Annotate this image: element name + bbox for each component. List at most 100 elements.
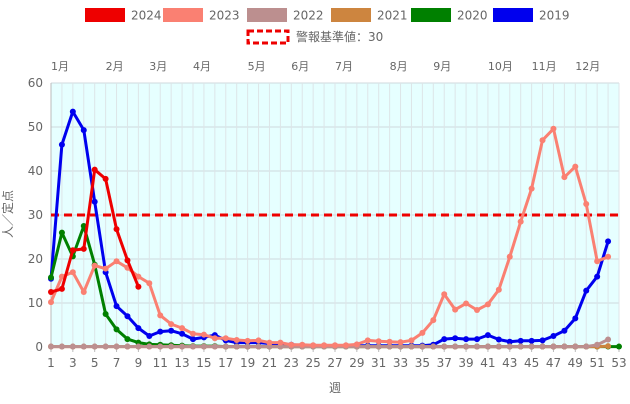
legend-label-2021: 2021 <box>377 9 408 23</box>
legend-item-2024[interactable]: 2024 <box>85 8 162 23</box>
data-point-2022 <box>80 343 87 350</box>
y-tick-label: 50 <box>28 120 43 134</box>
data-point-2019 <box>69 108 76 115</box>
legend-item-threshold[interactable]: 警報基準値：30 <box>246 29 383 45</box>
data-point-2024 <box>135 283 142 290</box>
data-point-2022 <box>168 343 175 350</box>
data-point-2024 <box>113 226 120 233</box>
data-point-2022 <box>157 343 164 350</box>
data-point-2023 <box>168 321 175 328</box>
data-point-2022 <box>517 343 524 350</box>
data-point-2023 <box>244 337 251 344</box>
x-tick-label: 1 <box>47 356 55 370</box>
data-point-2022 <box>124 343 131 350</box>
data-point-2019 <box>484 332 491 339</box>
data-point-2019 <box>463 336 470 343</box>
data-point-2023 <box>353 341 360 348</box>
data-point-2023 <box>310 342 317 349</box>
data-point-2019 <box>135 325 142 332</box>
legend-item-2022[interactable]: 2022 <box>247 8 324 23</box>
data-point-2023 <box>135 273 142 280</box>
data-point-2022 <box>190 343 196 350</box>
data-point-2019 <box>495 336 502 343</box>
x-tick-label: 45 <box>524 356 539 370</box>
legend-item-2019[interactable]: 2019 <box>493 8 570 23</box>
data-point-2023 <box>266 339 273 346</box>
x-tick-label: 39 <box>458 356 473 370</box>
y-tick-label: 40 <box>28 164 43 178</box>
data-point-2019 <box>80 127 87 134</box>
x-tick-label: 29 <box>349 356 364 370</box>
x-tick-label: 25 <box>306 356 321 370</box>
y-axis-label: 人／定点 <box>0 190 15 238</box>
data-point-2022 <box>528 343 535 350</box>
x-tick-label: 31 <box>371 356 386 370</box>
data-point-2019 <box>474 336 480 343</box>
data-point-2022 <box>572 343 579 350</box>
legend-item-2023[interactable]: 2023 <box>163 8 240 23</box>
x-tick-label: 15 <box>196 356 211 370</box>
legend-label-2020: 2020 <box>457 9 488 23</box>
x-tick-label: 41 <box>480 356 495 370</box>
legend-swatch-2020 <box>411 8 451 22</box>
series-layer <box>48 108 622 350</box>
data-point-2023 <box>583 201 590 207</box>
data-point-2019 <box>452 335 459 342</box>
month-label: 1月 <box>51 60 69 73</box>
data-point-2019 <box>113 303 120 310</box>
data-point-2023 <box>80 289 87 295</box>
data-point-2020 <box>616 343 622 350</box>
data-point-2022 <box>244 343 251 350</box>
legend-swatch-threshold <box>246 29 290 45</box>
data-point-2019 <box>441 336 448 343</box>
data-point-2023 <box>364 337 371 344</box>
data-point-2019 <box>506 338 513 345</box>
data-point-2022 <box>222 343 229 350</box>
data-point-2019 <box>146 333 153 339</box>
data-point-2023 <box>102 265 109 272</box>
data-point-2023 <box>594 258 601 265</box>
legend-label-threshold: 警報基準値：30 <box>296 29 383 44</box>
data-point-2019 <box>594 273 601 280</box>
data-point-2020 <box>48 274 54 281</box>
x-tick-label: 19 <box>240 356 255 370</box>
data-point-2023 <box>572 163 579 170</box>
data-point-2022 <box>583 343 590 350</box>
x-tick-label: 17 <box>218 356 233 370</box>
data-point-2023 <box>375 338 382 345</box>
data-point-2022 <box>135 343 142 350</box>
data-point-2022 <box>233 343 240 350</box>
data-point-2020 <box>58 229 65 236</box>
data-point-2022 <box>69 343 76 350</box>
data-point-2019 <box>572 315 579 322</box>
month-label: 8月 <box>390 60 408 73</box>
month-label: 4月 <box>193 60 211 73</box>
data-point-2023 <box>441 291 448 298</box>
data-point-2022 <box>484 343 491 350</box>
legend[interactable]: 2024 2023 2022 2021 2020 2019 警報基準値：30 <box>85 8 570 45</box>
data-point-2023 <box>157 312 164 319</box>
data-point-2022 <box>474 343 480 350</box>
legend-item-2021[interactable]: 2021 <box>331 8 408 23</box>
data-point-2022 <box>408 343 415 350</box>
legend-item-2020[interactable]: 2020 <box>411 8 488 23</box>
data-point-2019 <box>124 313 131 320</box>
x-tick-label: 13 <box>174 356 189 370</box>
series-2024 <box>48 166 142 295</box>
data-point-2023 <box>408 337 415 344</box>
data-point-2023 <box>452 306 459 313</box>
month-label: 3月 <box>149 60 167 73</box>
month-label: 10月 <box>488 60 513 73</box>
x-tick-label: 7 <box>113 356 121 370</box>
data-point-2019 <box>605 238 612 245</box>
data-point-2023 <box>69 269 76 276</box>
data-point-2022 <box>255 343 262 350</box>
data-point-2023 <box>222 335 229 342</box>
data-point-2022 <box>146 343 153 350</box>
x-tick-label: 35 <box>415 356 430 370</box>
data-point-2023 <box>200 331 207 338</box>
legend-swatch-2023 <box>163 8 203 22</box>
data-point-2022 <box>430 343 437 350</box>
